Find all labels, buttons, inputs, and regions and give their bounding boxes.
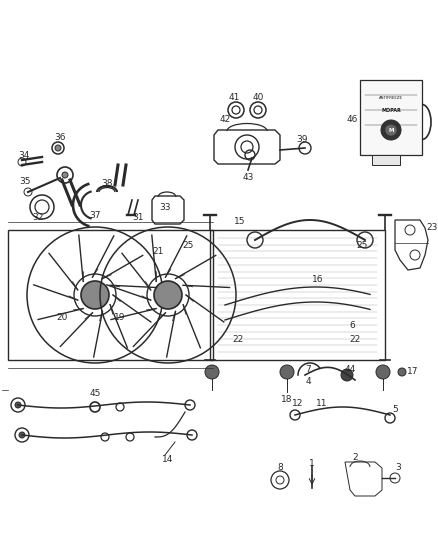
Text: 20: 20 xyxy=(57,313,68,322)
Text: 18: 18 xyxy=(281,395,293,405)
Circle shape xyxy=(385,124,397,136)
Text: 39: 39 xyxy=(296,135,308,144)
Circle shape xyxy=(341,369,353,381)
Text: 38: 38 xyxy=(101,179,113,188)
Text: 19: 19 xyxy=(114,313,126,322)
Text: 12: 12 xyxy=(292,399,304,408)
Text: 6: 6 xyxy=(349,321,355,330)
Text: 11: 11 xyxy=(316,399,328,408)
Text: 22: 22 xyxy=(350,335,360,344)
Text: 4: 4 xyxy=(305,377,311,386)
Circle shape xyxy=(81,281,109,309)
Bar xyxy=(210,230,385,360)
Circle shape xyxy=(55,145,61,151)
Text: 25: 25 xyxy=(182,240,194,249)
Text: 2: 2 xyxy=(352,454,358,463)
Text: 23: 23 xyxy=(426,223,438,232)
Text: 25: 25 xyxy=(356,240,367,249)
Text: 1: 1 xyxy=(309,458,315,467)
Circle shape xyxy=(398,368,406,376)
Text: 45: 45 xyxy=(89,389,101,398)
Text: 37: 37 xyxy=(89,211,101,220)
Text: 22: 22 xyxy=(233,335,244,344)
Text: 21: 21 xyxy=(152,247,164,256)
Text: 7: 7 xyxy=(305,365,311,374)
Circle shape xyxy=(205,365,219,379)
Text: 5: 5 xyxy=(392,406,398,415)
Circle shape xyxy=(376,365,390,379)
Circle shape xyxy=(19,432,25,438)
Text: 42: 42 xyxy=(219,116,231,125)
Text: 33: 33 xyxy=(159,204,171,213)
Text: 35: 35 xyxy=(19,177,31,187)
Text: 40: 40 xyxy=(252,93,264,102)
Text: 3: 3 xyxy=(395,464,401,472)
Text: 32: 32 xyxy=(32,214,44,222)
Text: 15: 15 xyxy=(234,217,246,227)
Text: 36: 36 xyxy=(54,133,66,142)
Text: MOPAR: MOPAR xyxy=(381,108,401,112)
Circle shape xyxy=(381,120,401,140)
Bar xyxy=(372,155,400,165)
Text: 16: 16 xyxy=(312,276,324,285)
Text: 31: 31 xyxy=(132,214,144,222)
Text: 44: 44 xyxy=(344,366,356,375)
Text: 41: 41 xyxy=(228,93,240,102)
Text: 43: 43 xyxy=(242,174,254,182)
Circle shape xyxy=(62,172,68,178)
Text: 46: 46 xyxy=(346,116,358,125)
Circle shape xyxy=(15,402,21,408)
Bar xyxy=(8,230,213,360)
Text: M: M xyxy=(388,127,394,133)
Bar xyxy=(360,80,422,155)
Circle shape xyxy=(154,281,182,309)
Text: ANTIFREEZE: ANTIFREEZE xyxy=(379,96,403,100)
Circle shape xyxy=(280,365,294,379)
Text: 17: 17 xyxy=(407,367,419,376)
Text: 8: 8 xyxy=(277,464,283,472)
Text: 14: 14 xyxy=(162,456,174,464)
Text: 34: 34 xyxy=(18,150,30,159)
